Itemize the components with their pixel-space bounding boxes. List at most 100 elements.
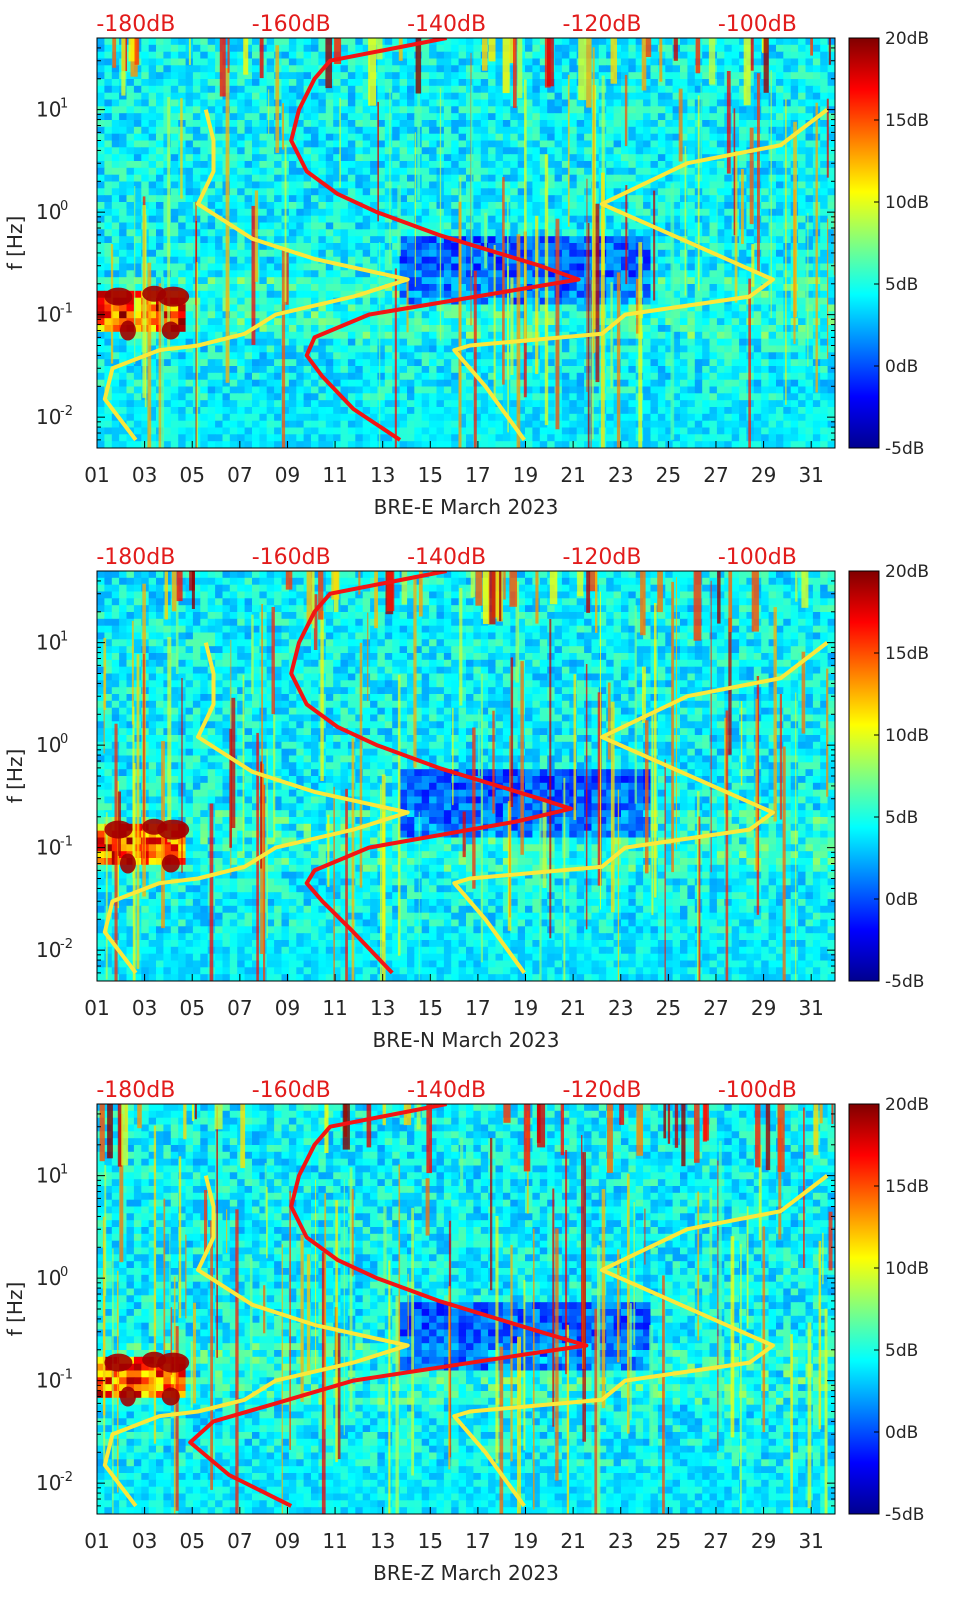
x-tick-label: 27 (703, 463, 728, 487)
x-tick-label: 07 (227, 1529, 252, 1553)
colorbar-tick-label: 5dB (885, 1341, 918, 1361)
colorbar-tick-label: 0dB (885, 357, 918, 377)
x-tick-label: 25 (656, 463, 681, 487)
x-tick-label: 31 (798, 1529, 823, 1553)
x-tick-label: 29 (751, 996, 776, 1020)
colorbar-tick-label: -5dB (885, 972, 924, 992)
x-tick-label: 23 (608, 1529, 633, 1553)
colorbar-tick-label: 0dB (885, 1423, 918, 1443)
x-tick-label: 19 (513, 996, 538, 1020)
colorbar-tick-label: 15dB (885, 1177, 929, 1197)
top-axis-db-label: -120dB (562, 12, 641, 37)
x-tick-label: 09 (275, 463, 300, 487)
colorbar (849, 1104, 879, 1514)
x-tick-label: 17 (465, 463, 490, 487)
x-tick-label: 01 (84, 996, 109, 1020)
x-tick-label: 27 (703, 1529, 728, 1553)
x-tick-label: 13 (370, 996, 395, 1020)
top-axis-db-label: -100dB (718, 545, 797, 570)
x-tick-label: 11 (322, 1529, 347, 1553)
y-tick-exponent: 0 (60, 199, 68, 214)
colorbar-tick-label: 10dB (885, 1259, 929, 1279)
x-tick-label: 21 (560, 996, 585, 1020)
spectrogram-image (97, 38, 838, 533)
x-axis-label: BRE-E March 2023 (374, 495, 559, 519)
x-tick-label: 25 (656, 996, 681, 1020)
y-tick-exponent: 1 (60, 1163, 68, 1178)
y-tick-exponent: -2 (60, 404, 73, 419)
colorbar-tick-label: 10dB (885, 726, 929, 746)
spectrogram-image (97, 1104, 836, 1599)
x-tick-label: 31 (798, 996, 823, 1020)
colorbar-tick-label: 15dB (885, 111, 929, 131)
x-tick-label: 23 (608, 996, 633, 1020)
top-axis-db-label: -160dB (252, 545, 331, 570)
x-tick-label: 29 (751, 463, 776, 487)
y-axis-label: f [Hz] (3, 749, 27, 804)
y-tick-exponent: 1 (60, 630, 68, 645)
x-tick-label: 09 (275, 996, 300, 1020)
y-tick-exponent: 0 (60, 732, 68, 747)
x-tick-label: 19 (513, 1529, 538, 1553)
y-tick-exponent: -2 (60, 1470, 73, 1485)
x-tick-label: 01 (84, 463, 109, 487)
x-tick-label: 09 (275, 1529, 300, 1553)
colorbar-tick-label: 20dB (885, 29, 929, 49)
top-axis-db-label: -140dB (407, 1078, 486, 1103)
x-tick-label: 07 (227, 996, 252, 1020)
top-axis-db-label: -120dB (562, 545, 641, 570)
y-axis-label: f [Hz] (3, 216, 27, 271)
colorbar (849, 38, 879, 448)
x-axis-label: BRE-N March 2023 (372, 1028, 559, 1052)
y-tick-exponent: 0 (60, 1265, 68, 1280)
x-tick-label: 11 (322, 463, 347, 487)
x-tick-label: 13 (370, 1529, 395, 1553)
x-tick-label: 23 (608, 463, 633, 487)
top-axis-db-label: -180dB (96, 545, 175, 570)
x-axis-label: BRE-Z March 2023 (373, 1561, 559, 1585)
colorbar-tick-label: 20dB (885, 562, 929, 582)
x-tick-label: 15 (418, 1529, 443, 1553)
x-tick-label: 21 (560, 463, 585, 487)
colorbar-tick-label: 20dB (885, 1095, 929, 1115)
y-tick-label: 10 (36, 1164, 61, 1188)
x-tick-label: 15 (418, 463, 443, 487)
top-axis-db-label: -180dB (96, 1078, 175, 1103)
y-tick-label: 10 (36, 733, 61, 757)
top-axis-db-label: -160dB (252, 1078, 331, 1103)
y-tick-label: 10 (36, 303, 61, 327)
top-axis-db-label: -160dB (252, 12, 331, 37)
top-axis-db-label: -140dB (407, 545, 486, 570)
x-tick-label: 15 (418, 996, 443, 1020)
x-tick-label: 27 (703, 996, 728, 1020)
x-tick-label: 17 (465, 996, 490, 1020)
x-tick-label: 21 (560, 1529, 585, 1553)
y-tick-label: 10 (36, 938, 61, 962)
x-tick-label: 03 (132, 996, 157, 1020)
x-tick-label: 25 (656, 1529, 681, 1553)
colorbar-tick-label: -5dB (885, 1505, 924, 1525)
x-tick-label: 19 (513, 463, 538, 487)
x-tick-label: 29 (751, 1529, 776, 1553)
y-tick-exponent: 1 (60, 97, 68, 112)
spectrogram-image (97, 571, 836, 1066)
colorbar-tick-label: 0dB (885, 890, 918, 910)
y-tick-exponent: -1 (60, 835, 73, 850)
y-tick-label: 10 (36, 98, 61, 122)
colorbar-tick-label: -5dB (885, 439, 924, 459)
y-tick-label: 10 (36, 836, 61, 860)
x-tick-label: 17 (465, 1529, 490, 1553)
x-tick-label: 05 (179, 1529, 204, 1553)
x-tick-label: 11 (322, 996, 347, 1020)
x-tick-label: 31 (798, 463, 823, 487)
top-axis-db-label: -100dB (718, 12, 797, 37)
y-tick-label: 10 (36, 1471, 61, 1495)
x-tick-label: 13 (370, 463, 395, 487)
y-tick-label: 10 (36, 405, 61, 429)
y-tick-exponent: -2 (60, 937, 73, 952)
